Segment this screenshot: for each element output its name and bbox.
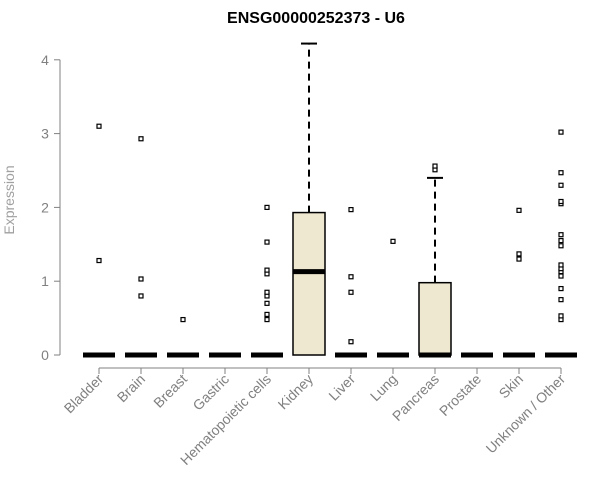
iqr-box [292, 211, 326, 356]
outlier-point [264, 316, 270, 323]
x-tick-label: Skin [496, 371, 527, 402]
outlier-point [96, 123, 102, 129]
outlier-point [516, 251, 522, 257]
outlier-point [264, 204, 270, 210]
outlier-point [558, 243, 564, 249]
box-hematopoietic-cells [251, 204, 283, 358]
x-tick-label: Kidney [275, 371, 317, 413]
x-tick-label: Unknown / Other [483, 371, 569, 457]
x-tick-label: Pancreas [389, 371, 442, 424]
box-pancreas [418, 163, 452, 358]
outlier-point [138, 136, 144, 142]
y-tick-label: 0 [41, 347, 49, 363]
box-skin [503, 207, 535, 358]
x-tick-label: Breast [150, 371, 190, 411]
outlier-point [264, 300, 270, 306]
outlier-point [558, 262, 564, 268]
outlier-point [558, 238, 564, 244]
outlier-point [558, 170, 564, 176]
outlier-point [558, 273, 564, 279]
box-lung [377, 238, 409, 358]
box-brain [125, 136, 157, 358]
outlier-point [558, 297, 564, 303]
outlier-point [138, 276, 144, 282]
y-axis-label: Expression [1, 165, 17, 234]
outlier-point [348, 274, 354, 280]
outlier-point [558, 198, 564, 205]
iqr-box [418, 281, 452, 356]
box-breast [167, 316, 199, 358]
box-kidney [292, 42, 326, 356]
x-tick-label: Liver [325, 371, 358, 404]
x-tick-label: Bladder [61, 371, 107, 417]
outlier-point [264, 289, 270, 295]
box-series [83, 42, 577, 358]
outlier-point [516, 207, 522, 213]
outlier-point [390, 238, 396, 244]
outlier-point [558, 285, 564, 292]
y-tick-label: 2 [41, 199, 49, 215]
x-tick-label: Lung [367, 371, 400, 404]
chart-title: ENSG00000252373 - U6 [227, 10, 405, 27]
box-bladder [83, 123, 115, 358]
outlier-point [264, 239, 270, 245]
outlier-point [432, 163, 438, 169]
outlier-point [348, 207, 354, 213]
outlier-point [558, 129, 564, 135]
outlier-point [96, 257, 102, 264]
outlier-point [558, 232, 564, 238]
outlier-point [348, 339, 354, 345]
outlier-point [558, 313, 564, 319]
outlier-point [348, 289, 354, 295]
y-axis: 0 1 2 3 4 [41, 52, 61, 363]
outlier-point [180, 316, 186, 323]
y-tick-label: 1 [41, 273, 49, 289]
outlier-point [138, 293, 144, 299]
box-liver [335, 207, 367, 358]
outlier-point [516, 256, 522, 262]
outlier-point [264, 267, 270, 273]
outlier-point [264, 311, 270, 318]
x-tick-label: Brain [114, 371, 148, 405]
y-tick-label: 4 [41, 52, 49, 68]
box-unknown-other [545, 129, 577, 358]
y-tick-label: 3 [41, 126, 49, 142]
x-tick-label: Prostate [436, 371, 484, 419]
outlier-point [558, 182, 564, 188]
